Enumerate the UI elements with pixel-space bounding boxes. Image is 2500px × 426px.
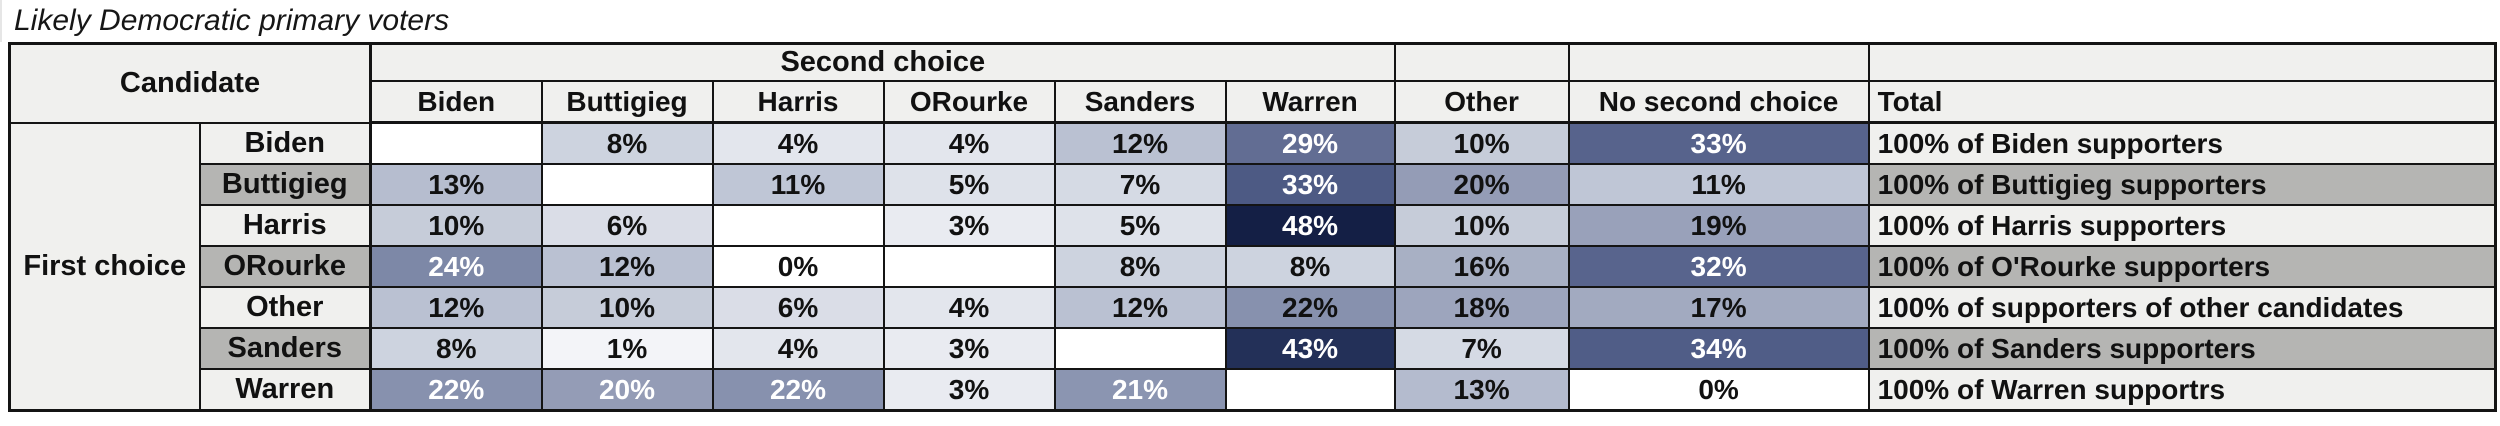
total-cell: 100% of Biden supporters — [1867, 121, 2497, 165]
table-row: Harris 10% 6% 3% 5% 48% 10% 19% 100% of Harris s… — [10, 204, 2497, 247]
value-cell: 16% — [1393, 245, 1570, 288]
value-cell: 20% — [1393, 163, 1570, 206]
value-cell: 12% — [369, 286, 543, 329]
value-cell: 33% — [1224, 163, 1396, 206]
value-cell: 8% — [1053, 245, 1227, 288]
total-cell: 100% of Warren supportrs — [1867, 368, 2497, 412]
value-cell: 6% — [711, 286, 885, 329]
row-label-sanders: Sanders — [198, 327, 372, 370]
value-cell — [1053, 327, 1227, 370]
value-cell: 12% — [1053, 286, 1227, 329]
value-cell: 0% — [711, 245, 885, 288]
value-cell: 4% — [711, 121, 885, 165]
value-cell: 10% — [540, 286, 714, 329]
value-cell: 3% — [882, 327, 1056, 370]
value-cell: 3% — [882, 204, 1056, 247]
value-cell: 10% — [1393, 121, 1570, 165]
value-cell: 12% — [540, 245, 714, 288]
col-header-biden: Biden — [369, 80, 543, 124]
value-cell: 7% — [1393, 327, 1570, 370]
col-header-buttigieg: Buttigieg — [540, 80, 714, 124]
value-cell: 11% — [711, 163, 885, 206]
value-cell: 5% — [1053, 204, 1227, 247]
row-axis-label-first-choice: First choice — [8, 121, 201, 412]
table-row: First choice Biden 8% 4% 4% 12% 29% 10% 33% 100% … — [8, 121, 2497, 412]
value-cell: 5% — [882, 163, 1056, 206]
empty-header-above-total — [1867, 42, 2497, 82]
value-cell: 33% — [1567, 121, 1870, 165]
col-header-sanders: Sanders — [1053, 80, 1227, 124]
value-cell: 34% — [1567, 327, 1870, 370]
value-cell — [1224, 368, 1396, 412]
table-body: First choice Biden 8% 4% 4% 12% 29% 10% 33% 100% … — [8, 121, 2497, 412]
empty-header-above-no-second-choice — [1567, 42, 1870, 82]
total-cell: 100% of Harris supporters — [1867, 204, 2497, 247]
value-cell: 8% — [369, 327, 543, 370]
value-cell: 13% — [369, 163, 543, 206]
table-row: Sanders 8% 1% 4% 3% 43% 7% 34% 100% of Sanders s… — [10, 327, 2497, 370]
value-cell: 43% — [1224, 327, 1396, 370]
value-cell: 29% — [1224, 121, 1396, 165]
value-cell: 13% — [1393, 368, 1570, 412]
row-label-biden: Biden — [198, 121, 372, 165]
total-cell: 100% of Buttigieg supporters — [1867, 163, 2497, 206]
corner-header-candidate: Candidate — [8, 42, 372, 124]
empty-header-above-other — [1393, 42, 1570, 82]
value-cell: 22% — [1224, 286, 1396, 329]
value-cell: 17% — [1567, 286, 1870, 329]
value-cell — [711, 204, 885, 247]
value-cell: 10% — [369, 204, 543, 247]
value-cell: 21% — [1053, 368, 1227, 412]
value-cell: 8% — [1224, 245, 1396, 288]
col-header-harris: Harris — [711, 80, 885, 124]
row-label-warren: Warren — [198, 368, 372, 412]
total-cell: 100% of Sanders supporters — [1867, 327, 2497, 370]
total-cell: 100% of O'Rourke supporters — [1867, 245, 2497, 288]
value-cell: 8% — [540, 121, 714, 165]
second-choice-group-header: Second choice — [369, 42, 1396, 82]
value-cell — [540, 163, 714, 206]
col-header-warren: Warren — [1224, 80, 1396, 124]
page-title: Likely Democratic primary voters — [0, 0, 2500, 42]
value-cell: 4% — [711, 327, 885, 370]
second-choice-crosstab-table: Candidate Second choice Biden Buttigieg … — [8, 42, 2498, 412]
value-cell: 32% — [1567, 245, 1870, 288]
header-columns-row: Biden Buttigieg Harris ORourke Sanders W… — [10, 80, 2497, 124]
col-header-total: Total — [1867, 80, 2497, 124]
value-cell — [369, 121, 543, 165]
value-cell: 48% — [1224, 204, 1396, 247]
row-label-other: Other — [198, 286, 372, 329]
value-cell: 12% — [1053, 121, 1227, 165]
value-cell: 19% — [1567, 204, 1870, 247]
table-row: Warren 22% 20% 22% 3% 21% 13% 0% 100% of Warren … — [10, 368, 2497, 412]
value-cell: 24% — [369, 245, 543, 288]
header-group-row: Candidate Second choice — [8, 42, 2497, 124]
value-cell: 7% — [1053, 163, 1227, 206]
value-cell: 3% — [882, 368, 1056, 412]
col-header-other: Other — [1393, 80, 1570, 124]
value-cell: 22% — [369, 368, 543, 412]
value-cell: 6% — [540, 204, 714, 247]
row-label-harris: Harris — [198, 204, 372, 247]
table-row: Other 12% 10% 6% 4% 12% 22% 18% 17% 100% of suppo… — [10, 286, 2497, 329]
value-cell: 18% — [1393, 286, 1570, 329]
col-header-no-second-choice: No second choice — [1567, 80, 1870, 124]
value-cell: 10% — [1393, 204, 1570, 247]
value-cell: 4% — [882, 286, 1056, 329]
col-header-orourke: ORourke — [882, 80, 1056, 124]
value-cell: 22% — [711, 368, 885, 412]
table-row: Buttigieg 13% 11% 5% 7% 33% 20% 11% 100% of Butt… — [10, 163, 2497, 206]
value-cell: 1% — [540, 327, 714, 370]
value-cell — [882, 245, 1056, 288]
row-label-orourke: ORourke — [198, 245, 372, 288]
value-cell: 0% — [1567, 368, 1870, 412]
total-cell: 100% of supporters of other candidates — [1867, 286, 2497, 329]
value-cell: 4% — [882, 121, 1056, 165]
value-cell: 11% — [1567, 163, 1870, 206]
value-cell: 20% — [540, 368, 714, 412]
row-label-buttigieg: Buttigieg — [198, 163, 372, 206]
table-row: ORourke 24% 12% 0% 8% 8% 16% 32% 100% of O'Rourk… — [10, 245, 2497, 288]
